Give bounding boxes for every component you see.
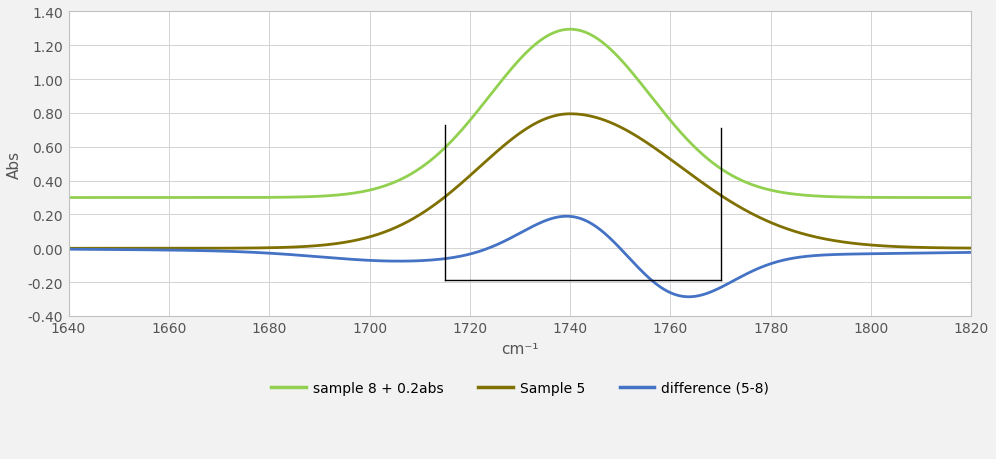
X-axis label: cm⁻¹: cm⁻¹ (501, 341, 539, 356)
Y-axis label: Abs: Abs (7, 150, 22, 179)
Legend: sample 8 + 0.2abs, Sample 5, difference (5-8): sample 8 + 0.2abs, Sample 5, difference … (265, 375, 775, 400)
